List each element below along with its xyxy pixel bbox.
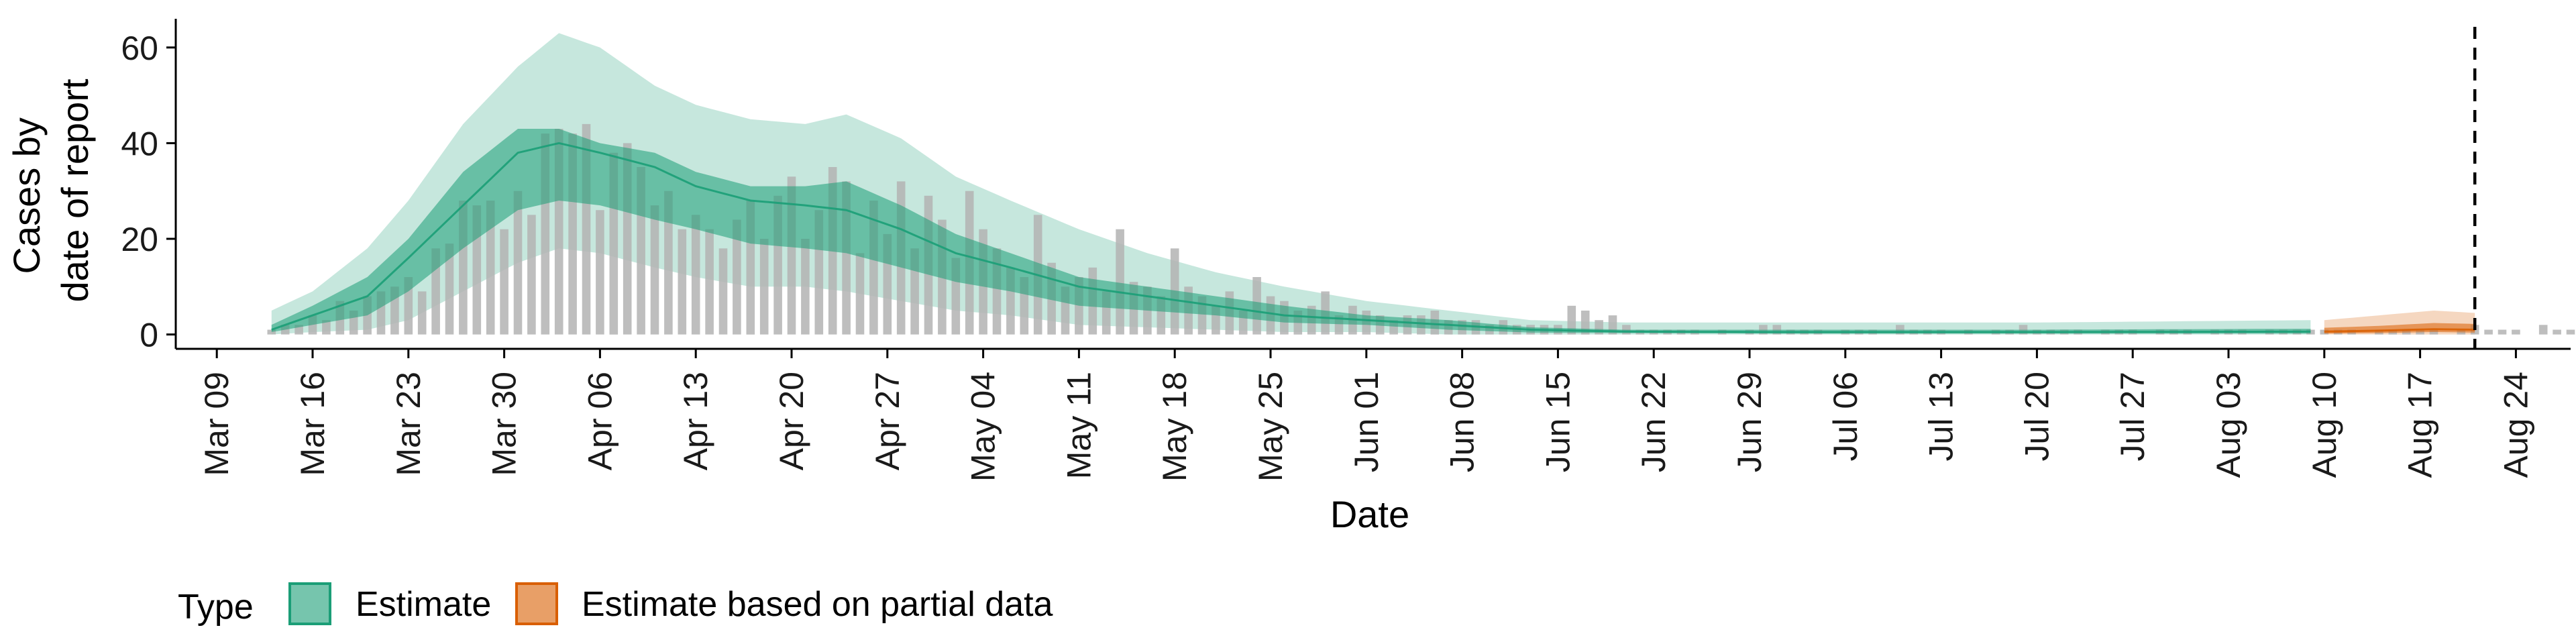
x-tick-label: Jun 01 (1348, 372, 1385, 472)
legend-key-estimate (288, 582, 331, 625)
legend-label-partial: Estimate based on partial data (582, 585, 1053, 624)
case-bar (417, 291, 427, 335)
x-axis-title: Date (1330, 493, 1409, 535)
case-bar (2429, 329, 2438, 335)
x-tick-label: Aug 24 (2497, 372, 2534, 478)
case-bar (2538, 325, 2548, 335)
x-tick-label: Mar 30 (486, 372, 523, 476)
y-tick-label: 20 (121, 221, 158, 258)
x-tick-label: Apr 20 (773, 372, 810, 470)
case-bar (759, 239, 769, 335)
partial-median-line (2324, 328, 2475, 333)
y-axis-title-line-1: Cases by (5, 117, 48, 274)
estimate-median-line (271, 142, 2311, 333)
y-axis-ticks: 0 20 40 60 (121, 30, 176, 354)
x-tick-label: Aug 17 (2402, 372, 2439, 478)
case-bar (2553, 329, 2561, 335)
case-bar (500, 229, 508, 335)
x-tick-label: Jun 22 (1635, 372, 1672, 472)
case-bar (527, 215, 536, 335)
case-bar (718, 248, 728, 335)
x-tick-label: May 25 (1252, 372, 1289, 482)
x-tick-label: May 04 (965, 372, 1002, 482)
case-bar (513, 191, 523, 335)
case-bar (678, 229, 687, 335)
x-tick-label: Jul 27 (2114, 372, 2151, 461)
case-bar (664, 191, 673, 335)
x-tick-label: Jun 29 (1731, 372, 1768, 472)
legend-title: Type (178, 588, 254, 627)
x-tick-label: Mar 09 (198, 372, 235, 476)
x-tick-label: Aug 03 (2210, 372, 2247, 478)
plot-area (267, 27, 2575, 349)
case-bar (1116, 229, 1124, 335)
x-tick-label: Apr 06 (581, 372, 619, 470)
x-tick-label: Jun 15 (1539, 372, 1576, 472)
x-tick-label: May 18 (1156, 372, 1193, 482)
case-bar (801, 239, 810, 335)
x-tick-label: Jul 20 (2018, 372, 2055, 461)
x-tick-label: Jul 13 (1923, 372, 1960, 461)
case-bar (2484, 329, 2493, 335)
x-tick-label: Jun 08 (1444, 372, 1481, 472)
case-bar (1567, 305, 1576, 335)
case-bar (2512, 329, 2520, 335)
case-bar (596, 210, 604, 335)
case-bar (691, 215, 700, 335)
case-bar (855, 253, 865, 335)
median-lines (271, 142, 2475, 333)
x-tick-label: Apr 13 (677, 372, 714, 470)
y-tick-label: 40 (121, 125, 158, 162)
y-axis-title-line-2: date of report (54, 78, 96, 303)
x-tick-label: Mar 16 (294, 372, 331, 476)
case-bar (267, 329, 276, 335)
case-bar (486, 201, 495, 335)
legend: Type Estimate Estimate based on partial … (178, 582, 1053, 627)
case-bar (1580, 311, 1590, 335)
y-tick-label: 0 (140, 317, 158, 354)
y-tick-label: 60 (121, 30, 158, 67)
x-axis-ticks: Mar 09 Mar 16 Mar 23 Mar 30 Apr 06 Apr 13 Apr … (198, 349, 2534, 482)
axes: 0 20 40 60 Mar 09 Mar 16 Mar 23 Mar 30 Apr 06 Ap… (5, 19, 2571, 535)
case-bar (322, 320, 331, 335)
case-bar (650, 205, 659, 335)
case-bar (733, 219, 741, 335)
x-tick-label: Aug 10 (2306, 372, 2343, 478)
x-tick-label: May 11 (1060, 372, 1097, 479)
case-bar (2566, 329, 2575, 335)
legend-label-estimate: Estimate (356, 585, 491, 624)
x-tick-label: Mar 23 (390, 372, 427, 476)
x-tick-label: Apr 27 (869, 372, 906, 470)
y-axis-title: Cases by date of report (5, 78, 96, 303)
case-bar (445, 244, 454, 335)
x-tick-label: Jul 06 (1827, 372, 1864, 461)
case-bar (705, 229, 714, 335)
legend-key-partial (515, 582, 558, 625)
case-bar (2498, 329, 2507, 335)
